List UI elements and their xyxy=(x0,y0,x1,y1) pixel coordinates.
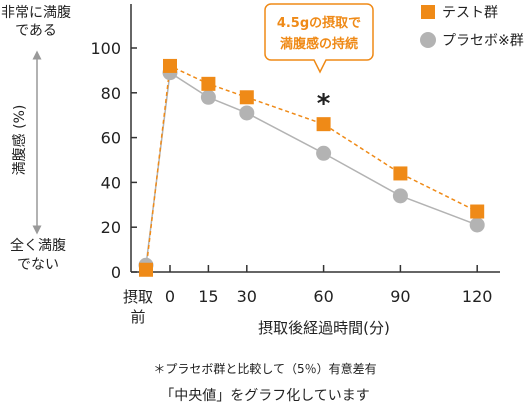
footnote: ＊プラセボ群と比較して（5％）有意差有 xyxy=(153,362,377,376)
x-tick-label: 摂取前 xyxy=(123,288,153,326)
y-bottom-label-line1: 全く満腹 xyxy=(10,237,66,254)
y-tick-label: 20 xyxy=(101,218,121,237)
legend-marker-placebo xyxy=(420,32,436,48)
caption: 「中央値」をグラフ化しています xyxy=(160,388,370,404)
x-tick-label: 15 xyxy=(198,287,218,306)
series-line-1 xyxy=(145,71,478,266)
y-tick-label: 80 xyxy=(101,84,121,103)
y-axis-title: 満腹感 (%) xyxy=(11,105,28,176)
x-tick-label: 90 xyxy=(390,287,410,306)
data-point-placebo xyxy=(469,217,485,233)
x-axis-title: 摂取後経過時間(分) xyxy=(258,319,390,337)
legend-marker-test xyxy=(421,5,435,19)
x-tick-label: 30 xyxy=(237,287,257,306)
x-tick-label: 120 xyxy=(462,287,493,306)
y-tick-label: 60 xyxy=(101,129,121,148)
data-point-test xyxy=(470,204,485,219)
callout-box: 4.5gの摂取で 満腹感の持続 xyxy=(264,3,374,74)
data-point-test xyxy=(139,262,153,277)
data-point-test xyxy=(316,117,331,132)
y-top-label-line1: 非常に満腹 xyxy=(1,4,71,21)
data-point-placebo xyxy=(239,105,255,121)
y-bottom-label-line2: でない xyxy=(17,257,59,273)
data-point-test xyxy=(393,166,408,181)
data-point-placebo xyxy=(316,145,332,161)
series-line-0 xyxy=(145,64,478,270)
x-tick-label: 60 xyxy=(313,287,333,306)
y-tick-label: 0 xyxy=(111,263,121,282)
legend: テスト群 プラセボ※群 xyxy=(420,5,524,49)
significance-asterisk: * xyxy=(317,89,331,119)
data-point-placebo xyxy=(200,89,216,105)
x-tick-label: 0 xyxy=(165,287,175,306)
y-tick-label: 40 xyxy=(101,173,121,192)
data-point-test xyxy=(163,58,177,73)
legend-label-placebo: プラセボ※群 xyxy=(442,33,524,49)
y-top-label-line2: である xyxy=(15,23,57,39)
callout-line2: 満腹感の持続 xyxy=(280,36,358,52)
y-tick-label: 100 xyxy=(90,39,121,58)
legend-label-test: テスト群 xyxy=(442,5,498,21)
callout-line1: 4.5gの摂取で xyxy=(277,15,361,31)
data-point-placebo xyxy=(392,188,408,204)
data-point-test xyxy=(201,76,216,91)
data-point-test xyxy=(239,90,254,105)
